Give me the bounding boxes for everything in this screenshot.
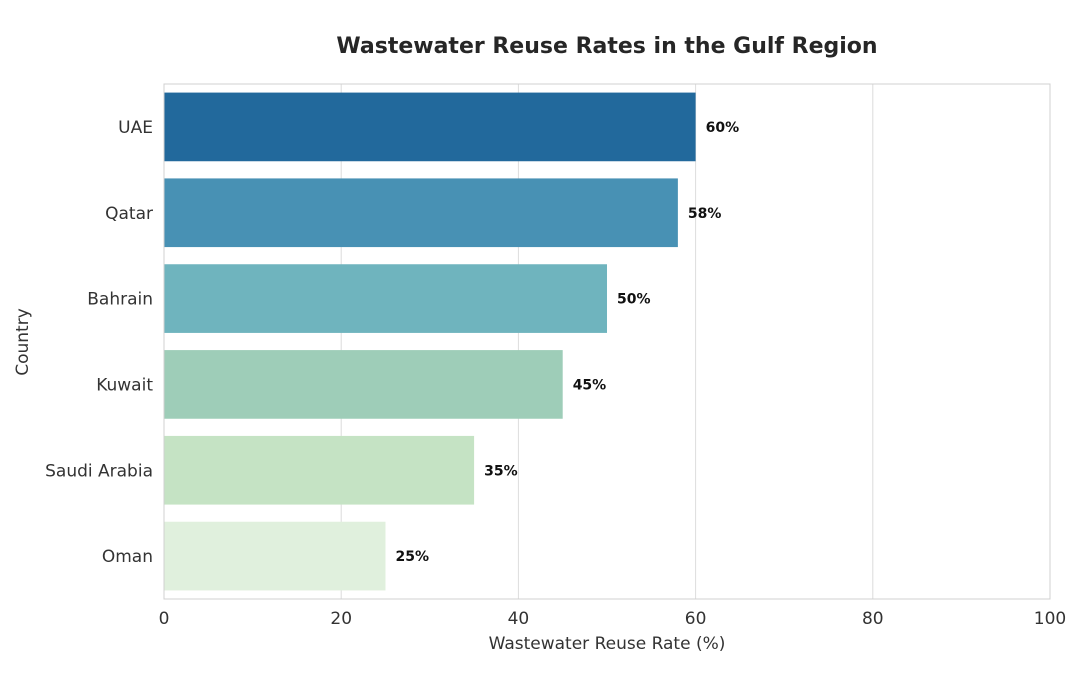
- x-tick-label-0: 0: [159, 609, 170, 629]
- bar-saudi-arabia: [164, 435, 475, 505]
- chart-title: Wastewater Reuse Rates in the Gulf Regio…: [336, 34, 877, 59]
- y-axis-label: Country: [13, 308, 33, 376]
- bar-kuwait: [164, 350, 563, 419]
- data-label-kuwait: 45%: [573, 377, 607, 393]
- y-tick-label-oman: Oman: [102, 547, 153, 567]
- data-label-saudi-arabia: 35%: [484, 463, 518, 479]
- x-tick-label-80: 80: [862, 609, 884, 629]
- plot-frame: [163, 83, 1051, 600]
- x-tick-label-60: 60: [685, 609, 707, 629]
- x-tick-label-20: 20: [330, 609, 352, 629]
- y-tick-label-kuwait: Kuwait: [96, 375, 153, 395]
- y-tick-label-uae: UAE: [118, 118, 153, 138]
- x-axis-label: Wastewater Reuse Rate (%): [489, 634, 726, 654]
- bar-bahrain: [164, 264, 607, 333]
- data-label-qatar: 58%: [688, 206, 722, 222]
- data-labels: 60% 58% 50% 45% 35% 25%: [396, 120, 740, 565]
- y-tick-label-bahrain: Bahrain: [87, 290, 153, 310]
- y-tick-label-qatar: Qatar: [105, 204, 153, 224]
- data-label-oman: 25%: [396, 549, 430, 565]
- y-tick-labels: UAE Qatar Bahrain Kuwait Saudi Arabia Oman: [45, 118, 153, 567]
- x-tick-labels: 0 20 40 60 80 100: [159, 609, 1067, 629]
- data-label-uae: 60%: [706, 120, 740, 136]
- bars: [164, 92, 696, 591]
- bar-qatar: [164, 178, 678, 248]
- bar-oman: [164, 521, 386, 591]
- x-tick-label-100: 100: [1034, 609, 1066, 629]
- y-tick-label-saudi-arabia: Saudi Arabia: [45, 461, 153, 481]
- data-label-bahrain: 50%: [617, 292, 651, 308]
- bar-uae: [164, 92, 696, 162]
- x-tick-label-40: 40: [508, 609, 530, 629]
